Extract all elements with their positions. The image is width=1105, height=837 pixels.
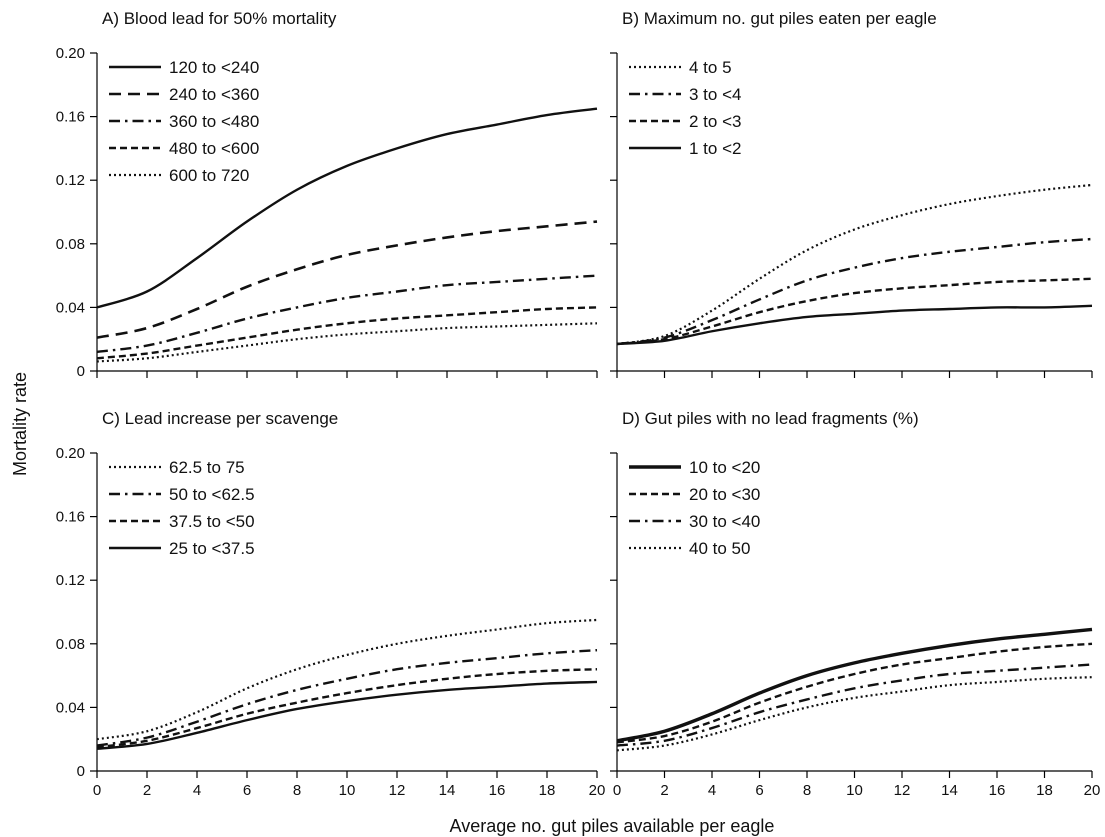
x-tick-label: 0 — [93, 782, 101, 799]
legend-label: 2 to <3 — [689, 112, 741, 131]
y-tick-label: 0.20 — [56, 45, 85, 62]
y-tick-label: 0.04 — [56, 299, 85, 316]
legend-label: 1 to <2 — [689, 139, 741, 158]
panel-d: 0 2 4 6 8 10 12 14 16 18 20 D) Gut piles with no le… — [610, 409, 1100, 799]
panel-b: B) Maximum no. gut piles eaten per eagle… — [610, 9, 1093, 378]
y-tick-label: 0.16 — [56, 109, 85, 126]
x-tick-label: 2 — [143, 782, 151, 799]
series-line — [96, 306, 598, 360]
x-tick-label: 16 — [489, 782, 506, 799]
y-tick-label: 0 — [77, 363, 85, 380]
x-tick-label: 2 — [660, 782, 668, 799]
y-tick-label: 0.04 — [56, 699, 85, 716]
x-tick-label: 10 — [846, 782, 863, 799]
x-tick-label: 18 — [1036, 782, 1053, 799]
x-tick-label: 12 — [894, 782, 911, 799]
series-line — [96, 648, 598, 747]
series-line — [96, 322, 598, 363]
panel-c: 0 0.04 0.08 0.12 0.16 0.20 0 2 4 6 8 10 12 14 16 18 20 C)… — [56, 409, 606, 799]
legend-label: 4 to 5 — [689, 58, 732, 77]
x-tick-label: 14 — [439, 782, 456, 799]
panel-title: A) Blood lead for 50% mortality — [102, 9, 337, 28]
legend-label: 20 to <30 — [689, 485, 760, 504]
x-tick-label: 16 — [989, 782, 1006, 799]
series-line — [616, 676, 1093, 752]
series-line — [96, 618, 598, 741]
x-tick-label: 10 — [339, 782, 356, 799]
legend-label: 600 to 720 — [169, 166, 249, 185]
legend-label: 3 to <4 — [689, 85, 741, 104]
series-line — [616, 183, 1093, 346]
y-tick-label: 0.08 — [56, 236, 85, 253]
series-line — [96, 680, 598, 750]
x-tick-label: 4 — [708, 782, 716, 799]
legend-label: 50 to <62.5 — [169, 485, 255, 504]
x-tick-label: 6 — [755, 782, 763, 799]
legend-label: 240 to <360 — [169, 85, 259, 104]
y-tick-label: 0.20 — [56, 445, 85, 462]
legend-label: 62.5 to 75 — [169, 458, 245, 477]
y-tick-label: 0.12 — [56, 572, 85, 589]
legend-label: 120 to <240 — [169, 58, 259, 77]
legend-label: 360 to <480 — [169, 112, 259, 131]
y-axis-label: Mortality rate — [10, 372, 30, 476]
legend-label: 37.5 to <50 — [169, 512, 255, 531]
panel-a: 0 0.04 0.08 0.12 0.16 0.20 A) Blood lead for 5… — [56, 9, 598, 380]
y-tick-label: 0 — [77, 763, 85, 780]
x-tick-label: 8 — [803, 782, 811, 799]
legend-label: 480 to <600 — [169, 139, 259, 158]
series-line — [96, 668, 598, 749]
series-line — [616, 663, 1093, 747]
x-tick-label: 8 — [293, 782, 301, 799]
y-tick-label: 0.16 — [56, 509, 85, 526]
panel-title: B) Maximum no. gut piles eaten per eagle — [622, 9, 937, 28]
x-tick-label: 14 — [941, 782, 958, 799]
x-tick-label: 20 — [1084, 782, 1101, 799]
series-line — [616, 304, 1093, 346]
y-tick-label: 0.12 — [56, 172, 85, 189]
legend-label: 25 to <37.5 — [169, 539, 255, 558]
series-line — [616, 237, 1093, 346]
x-tick-label: 6 — [243, 782, 251, 799]
x-tick-label: 12 — [389, 782, 406, 799]
panel-title: D) Gut piles with no lead fragments (%) — [622, 409, 919, 428]
y-tick-label: 0.08 — [56, 636, 85, 653]
series-line — [96, 274, 598, 354]
legend-label: 10 to <20 — [689, 458, 760, 477]
series-line — [616, 642, 1093, 744]
x-tick-label: 4 — [193, 782, 201, 799]
x-tick-label: 18 — [539, 782, 556, 799]
x-tick-label: 0 — [613, 782, 621, 799]
series-line — [616, 277, 1093, 346]
panel-title: C) Lead increase per scavenge — [102, 409, 338, 428]
series-line — [616, 627, 1093, 743]
x-tick-label: 20 — [589, 782, 606, 799]
series-line — [96, 107, 598, 309]
legend-label: 40 to 50 — [689, 539, 750, 558]
x-axis-label: Average no. gut piles available per eagl… — [450, 816, 775, 836]
legend-label: 30 to <40 — [689, 512, 760, 531]
